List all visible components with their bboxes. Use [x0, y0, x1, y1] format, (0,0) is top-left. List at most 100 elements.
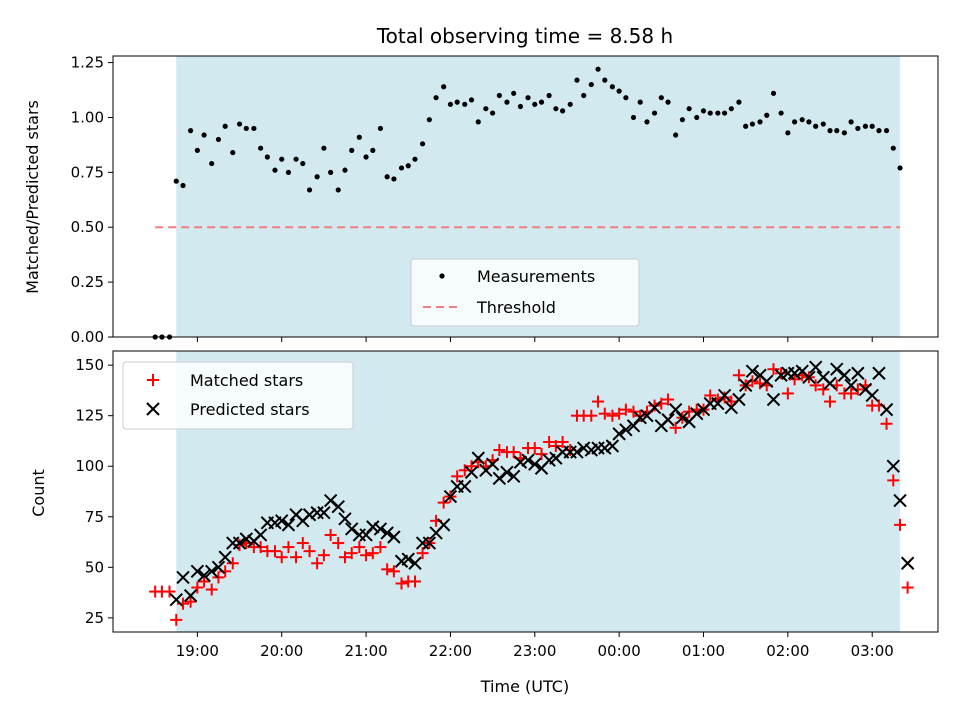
predicted-star-point [647, 400, 662, 415]
measurement-point [173, 178, 179, 184]
measurement-point [483, 106, 489, 112]
top-y-tick-label: 0.50 [71, 218, 104, 236]
predicted-star-point [865, 388, 879, 403]
predicted-star-point [808, 360, 823, 374]
measurement-point [862, 123, 869, 129]
measurement-point [328, 169, 334, 175]
matched-star-point [268, 545, 281, 558]
matched-star-point [824, 395, 837, 408]
matched-star-point [507, 446, 520, 459]
predicted-star-point [605, 439, 620, 453]
matched-star-point [465, 460, 478, 473]
measurement-point [538, 99, 545, 105]
predicted-star-point [281, 518, 296, 532]
predicted-star-point [211, 560, 226, 575]
bottom-y-tick-label: 25 [85, 609, 104, 627]
x-tick-label: 19:00 [176, 642, 219, 660]
predicted-star-point [197, 568, 211, 583]
measurement-point [335, 187, 341, 193]
predicted-star-point [485, 457, 500, 471]
matched-star-point [282, 541, 295, 554]
measurement-point [637, 99, 643, 105]
matched-star-point [592, 395, 605, 408]
matched-star-point [887, 474, 900, 487]
top-y-tick-label: 0.75 [71, 163, 104, 181]
matched-star-point [317, 549, 330, 562]
measurement-point [749, 121, 756, 127]
measurement-point [272, 167, 278, 173]
measurement-point [293, 156, 299, 162]
matched-star-point [290, 551, 303, 564]
predicted-star-point [619, 423, 633, 437]
measurement-point [454, 99, 460, 105]
predicted-star-point [331, 499, 345, 514]
top-y-axis-label: Matched/Predicted stars [23, 100, 42, 294]
measurement-point [490, 110, 496, 116]
measurement-point [363, 154, 369, 160]
measurement-point [243, 125, 249, 132]
measurement-point [412, 156, 418, 162]
measurement-point [321, 145, 327, 151]
measurement-point [314, 174, 320, 180]
matched-star-point [296, 537, 309, 550]
matched-star-point [324, 528, 337, 541]
matched-star-point [366, 547, 379, 560]
x-tick-label: 00:00 [598, 642, 641, 660]
predicted-star-point [401, 552, 415, 566]
matched-star-point [353, 541, 366, 554]
predicted-star-point [232, 536, 247, 550]
measurement-point [721, 110, 728, 116]
predicted-star-point [443, 489, 458, 504]
matched-star-point [535, 448, 548, 461]
predicted-star-point [738, 378, 753, 393]
matched-star-point [374, 541, 387, 554]
predicted-star-point [169, 592, 183, 607]
measurement-point [377, 125, 384, 132]
matched-star-point [598, 407, 611, 420]
predicted-star-point [323, 493, 338, 508]
predicted-star-point [690, 406, 704, 421]
matched-star-point [549, 440, 562, 453]
top-legend: Measurements Threshold [410, 258, 640, 327]
matched-star-point [704, 389, 717, 402]
x-tick-label: 02:00 [766, 642, 809, 660]
measurement-points [152, 66, 903, 340]
measurement-point [194, 147, 200, 153]
legend-predicted-marker [146, 402, 160, 416]
measurement-point [595, 66, 601, 72]
matched-star-point [894, 518, 907, 531]
matched-star-point [493, 444, 506, 457]
predicted-star-point [717, 388, 732, 403]
measurement-point [251, 125, 257, 132]
measurement-point [679, 117, 686, 123]
predicted-star-point [218, 550, 232, 564]
matched-star-point [627, 405, 640, 418]
matched-star-point [648, 399, 661, 412]
predicted-star-point [893, 493, 907, 508]
matched-star-point [683, 405, 696, 418]
predicted-star-point [760, 374, 774, 389]
measurement-point [588, 81, 594, 88]
measurement-point [188, 128, 194, 134]
measurement-point [560, 108, 566, 114]
bottom-y-tick-label: 50 [85, 558, 104, 576]
matched-star-point [170, 613, 183, 626]
bottom-y-tick-label: 100 [75, 457, 104, 475]
measurement-point [757, 119, 763, 125]
top-legend-box [410, 258, 640, 327]
measurement-point [258, 145, 264, 151]
top-axes-frame [112, 55, 939, 338]
matched-star-point [585, 409, 598, 422]
matched-star-point [662, 393, 675, 406]
measurement-point [644, 119, 650, 125]
matched-star-point [303, 545, 316, 558]
predicted-star-point [513, 455, 528, 469]
matched-star-point [416, 547, 429, 560]
measurement-point [883, 128, 890, 134]
predicted-star-point [528, 457, 542, 471]
measurement-point [778, 110, 784, 116]
matched-star-point [781, 387, 794, 400]
measurement-point [236, 121, 243, 127]
predicted-star-point [436, 518, 451, 532]
